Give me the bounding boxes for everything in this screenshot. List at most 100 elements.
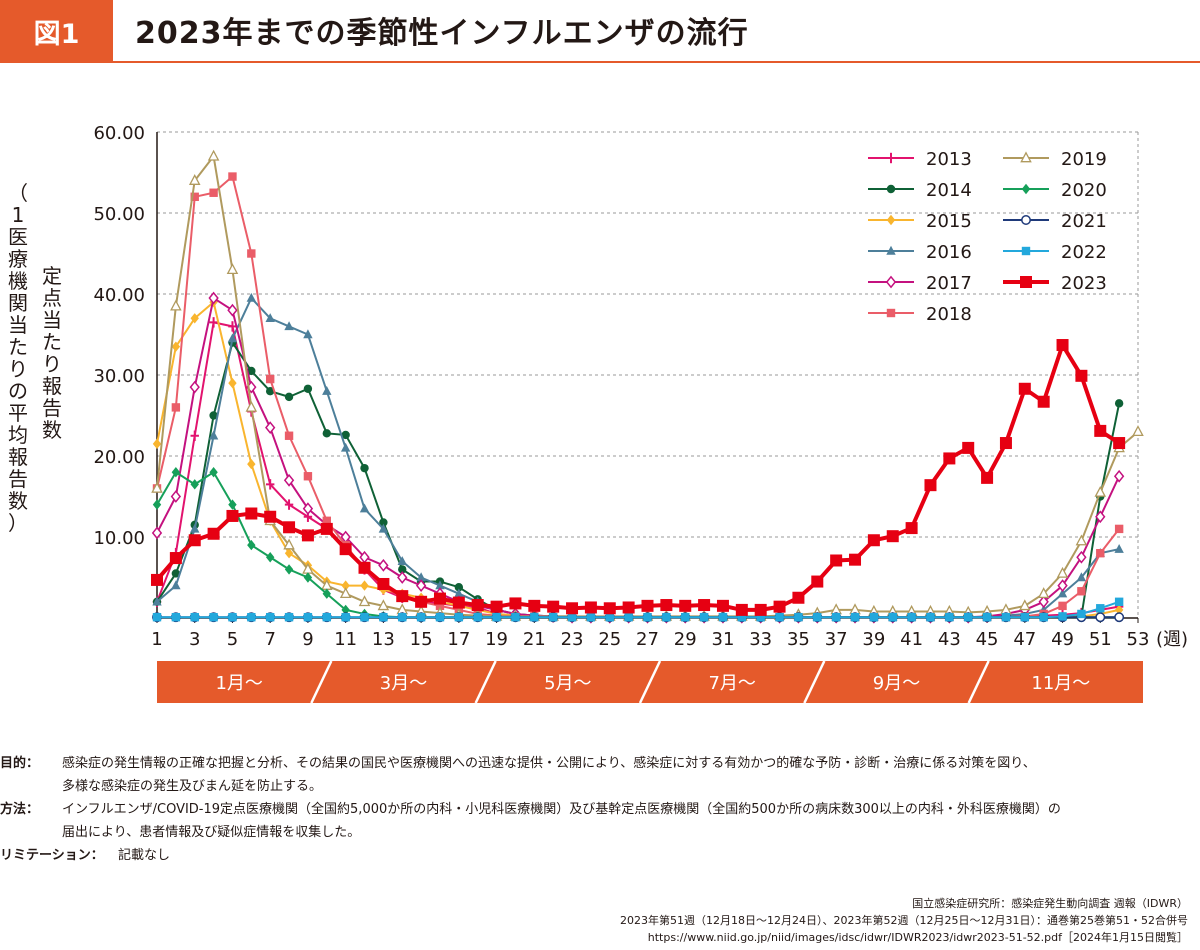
marker-square <box>605 612 614 622</box>
marker-square <box>1096 604 1105 613</box>
series-2019 <box>151 149 1144 621</box>
marker-triangle <box>151 481 163 493</box>
marker-circle <box>265 387 275 396</box>
marker-square <box>907 612 916 622</box>
marker-triangle <box>190 523 200 533</box>
marker-square <box>377 577 390 590</box>
legend-item-2016: 2016 <box>868 242 972 263</box>
marker-triangle <box>1075 534 1088 546</box>
marker-square <box>586 612 596 622</box>
legend-label: 2017 <box>926 273 972 294</box>
month-separator <box>310 660 333 704</box>
legend-label: 2022 <box>1061 242 1107 263</box>
marker-square <box>867 534 880 547</box>
y-label-char: 数 <box>42 418 62 442</box>
purpose-note: 目的： 感染症の発生情報の正確な把握と分析、その結果の国民や医療機関への迅速な提… <box>0 752 1200 798</box>
marker-square <box>584 601 597 614</box>
marker-diamond <box>152 438 162 450</box>
marker-square <box>490 600 503 613</box>
marker-circle <box>284 392 294 402</box>
month-label: 3月〜 <box>380 673 427 694</box>
marker-diamond <box>228 499 237 510</box>
x-tick-label: 13 <box>372 629 395 650</box>
marker-triangle <box>1057 588 1068 598</box>
marker-square <box>624 612 633 622</box>
marker-square <box>320 522 333 535</box>
marker-square <box>171 612 181 622</box>
marker-square <box>982 612 992 622</box>
method-label: 方法： <box>0 802 40 817</box>
chart-series <box>151 149 1144 624</box>
marker-circle <box>379 518 388 527</box>
marker-square <box>301 529 314 542</box>
marker-triangle <box>377 599 390 611</box>
method-text-2: 届出により、患者情報及び疑似症情報を収集した。 <box>62 825 361 840</box>
x-axis-unit: (週) <box>1156 629 1188 650</box>
x-tick-label: 49 <box>1051 629 1074 650</box>
marker-square <box>151 573 163 586</box>
marker-square <box>811 575 824 588</box>
marker-square <box>396 590 409 603</box>
marker-triangle <box>208 430 219 440</box>
y-label-char: ） <box>8 511 28 535</box>
x-tick-label: 39 <box>862 629 885 650</box>
marker-circle <box>171 569 181 578</box>
limitation-text: 記載なし <box>118 848 171 863</box>
marker-diamond <box>303 572 313 583</box>
marker-diamond <box>1095 510 1106 524</box>
marker-square <box>905 522 918 535</box>
marker-square <box>471 599 484 612</box>
x-tick-label: 51 <box>1089 629 1112 650</box>
marker-square <box>548 612 558 622</box>
x-tick-label: 53 <box>1127 629 1150 650</box>
marker-square <box>945 612 954 622</box>
marker-square <box>699 612 709 622</box>
marker-square <box>643 612 652 622</box>
x-tick-label: 5 <box>227 629 238 650</box>
legend-item-2019: 2019 <box>1003 149 1107 170</box>
marker-diamond <box>322 588 331 599</box>
marker-square <box>831 612 841 622</box>
marker-diamond <box>885 275 897 289</box>
y-tick-label: 60.00 <box>93 123 145 144</box>
marker-diamond <box>284 548 294 559</box>
marker-square <box>641 599 654 612</box>
marker-square <box>284 612 294 622</box>
marker-square <box>511 612 520 622</box>
x-tick-label: 27 <box>636 629 659 650</box>
y-label-char: 当 <box>8 313 28 337</box>
method-text-1: インフルエンザ/COVID-19定点医療機関（全国約5,000か所の内科・小児科… <box>62 802 1061 817</box>
x-tick-label: 11 <box>334 629 357 650</box>
marker-diamond <box>415 579 427 592</box>
series-line-2019 <box>156 155 1139 618</box>
marker-square <box>415 595 428 608</box>
y-label-char: り <box>42 352 62 376</box>
month-band: 1月〜 3月〜 5月〜 7月〜 9月〜 11月〜 <box>157 660 1143 704</box>
y-label-char: た <box>42 330 62 354</box>
marker-circle <box>247 366 256 376</box>
legend-label: 2021 <box>1061 211 1107 232</box>
marker-square <box>1058 601 1067 611</box>
marker-diamond <box>360 580 369 591</box>
y-label-char: 報 <box>42 374 62 398</box>
source-line-2: 2023年第51週（12月18日〜12月24日）、2023年第52週（12月25… <box>620 914 1188 927</box>
marker-triangle <box>1020 151 1032 163</box>
y-tick-label: 20.00 <box>93 447 145 468</box>
marker-circle <box>303 384 313 393</box>
marker-triangle <box>416 572 426 582</box>
marker-square <box>943 452 956 465</box>
marker-square <box>528 599 541 612</box>
marker-diamond <box>208 291 219 305</box>
marker-triangle <box>1056 566 1069 578</box>
month-label: 11月〜 <box>1031 673 1090 694</box>
marker-square <box>681 612 690 622</box>
marker-triangle <box>358 595 371 607</box>
y-tick-label: 30.00 <box>93 366 145 387</box>
legend-label: 2014 <box>926 180 972 201</box>
marker-square <box>322 516 331 525</box>
y-label-char: た <box>8 335 28 359</box>
marker-square <box>1077 587 1086 596</box>
x-tick-label: 3 <box>189 629 200 650</box>
series-2020 <box>152 467 1124 623</box>
